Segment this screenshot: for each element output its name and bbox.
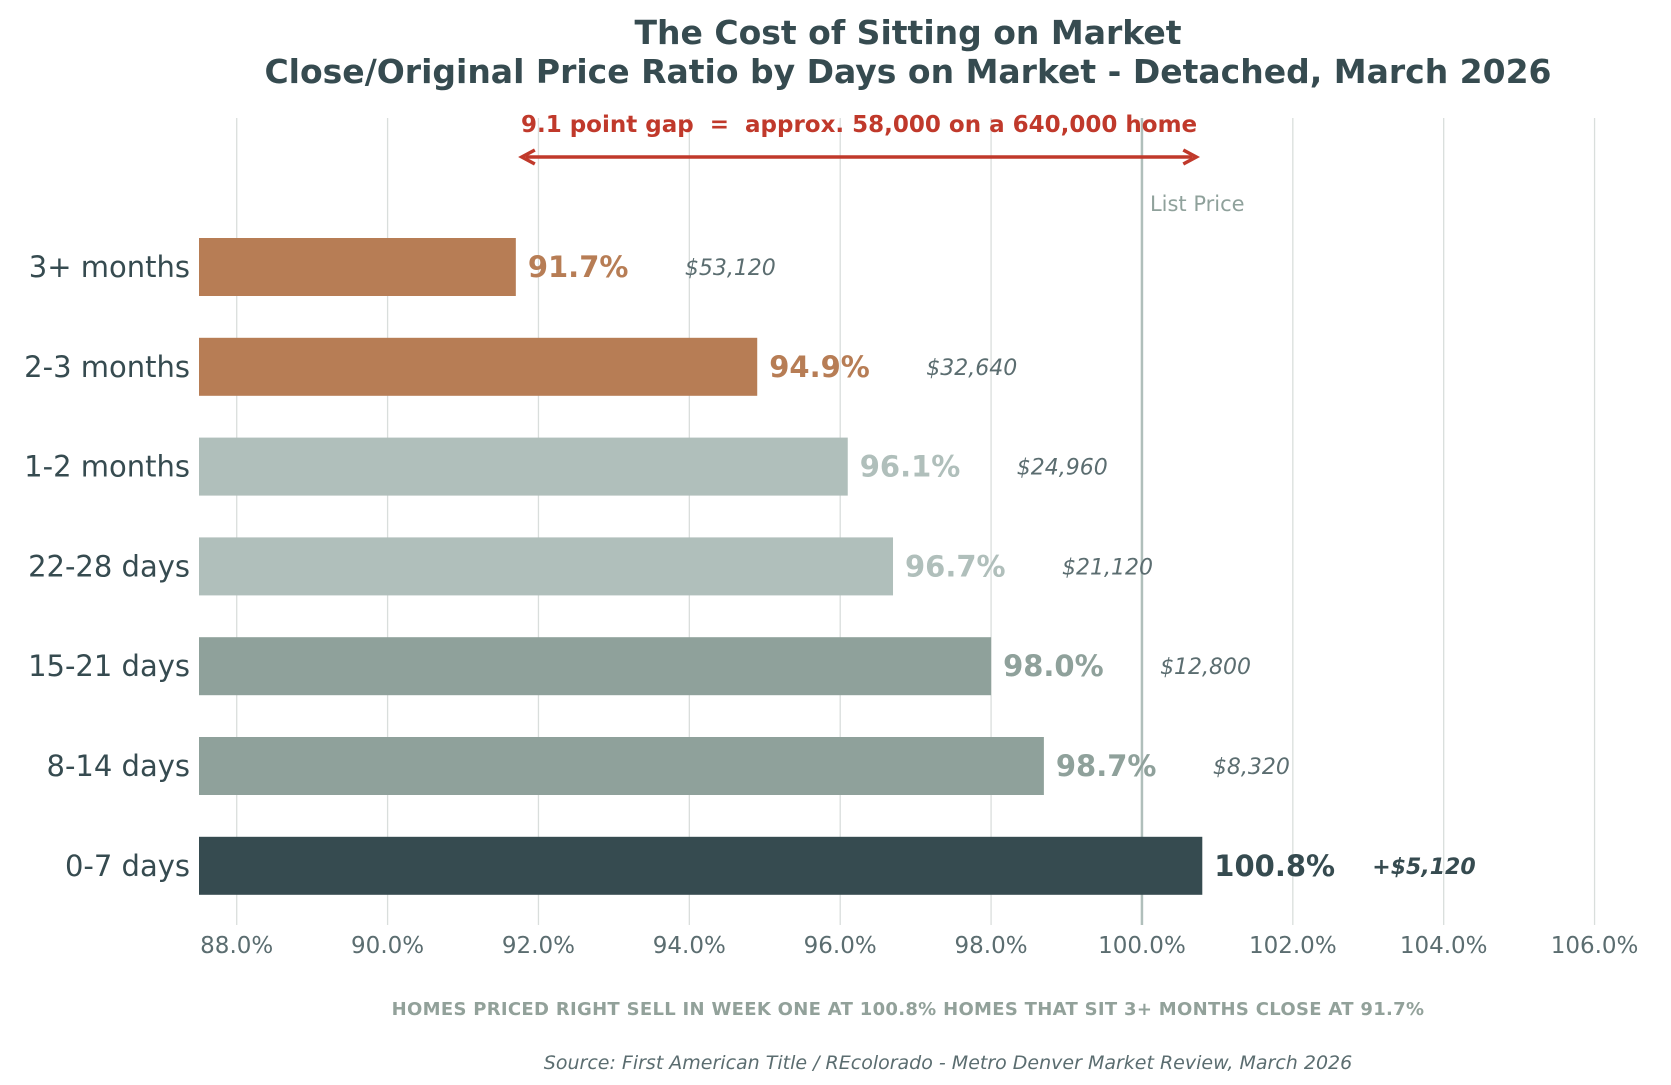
bar xyxy=(199,537,894,596)
category-label: 2-3 months xyxy=(24,350,190,384)
category-label: 3+ months xyxy=(29,250,190,284)
annotation-text: 9.1 point gap = approx. 58,000 on a 640,… xyxy=(521,112,1197,138)
value-label: 100.8% xyxy=(1214,849,1335,883)
reference-line-group: List Price xyxy=(1140,118,1245,925)
dollar-label: $32,640 xyxy=(926,356,1017,381)
bar xyxy=(199,437,848,496)
x-tick-label: 98.0% xyxy=(955,933,1028,959)
annotation-arrow-left-head xyxy=(518,148,536,166)
value-label: 94.9% xyxy=(769,350,870,384)
annotation-arrow-right-head xyxy=(1182,148,1200,166)
dollar-label: $8,320 xyxy=(1213,755,1290,780)
category-label: 0-7 days xyxy=(65,849,190,883)
x-tick-label: 106.0% xyxy=(1551,933,1639,959)
x-tick-label: 90.0% xyxy=(351,933,424,959)
value-label: 98.7% xyxy=(1056,749,1157,783)
bar xyxy=(199,836,1203,895)
category-label: 22-28 days xyxy=(28,549,190,583)
x-tick-label: 102.0% xyxy=(1249,933,1337,959)
value-label: 98.0% xyxy=(1003,649,1104,683)
dollar-label: $21,120 xyxy=(1062,555,1153,580)
footer-note: HOMES PRICED RIGHT SELL IN WEEK ONE AT 1… xyxy=(392,999,1425,1020)
x-tick-label: 92.0% xyxy=(502,933,575,959)
x-tick-label: 94.0% xyxy=(653,933,726,959)
bar xyxy=(199,238,516,296)
category-label: 15-21 days xyxy=(28,649,190,683)
dollar-label: +$5,120 xyxy=(1372,855,1475,880)
bar xyxy=(199,737,1044,795)
x-tick-label: 100.0% xyxy=(1098,933,1186,959)
bar xyxy=(199,337,758,396)
chart-subtitle: Close/Original Price Ratio by Days on Ma… xyxy=(264,52,1551,91)
x-tick-label: 88.0% xyxy=(200,933,273,959)
value-label: 96.1% xyxy=(860,450,961,484)
value-label: 91.7% xyxy=(528,250,629,284)
bars: 3+ months 91.7% $53,120 2-3 months 94.9% $32,… xyxy=(24,238,1476,895)
dollar-label: $12,800 xyxy=(1160,655,1251,680)
x-axis: 88.0% 90.0% 92.0% 94.0% 96.0% 98.0% 100.0% 102.… xyxy=(200,933,1638,959)
dollar-label: $53,120 xyxy=(685,256,776,281)
reference-line-label: List Price xyxy=(1150,192,1245,216)
source-note: Source: First American Title / REcolorad… xyxy=(544,1052,1352,1074)
chart-title: The Cost of Sitting on Market xyxy=(635,13,1182,52)
gap-annotation: 9.1 point gap = approx. 58,000 on a 640,… xyxy=(518,112,1200,166)
x-tick-label: 96.0% xyxy=(804,933,877,959)
value-label: 96.7% xyxy=(905,549,1006,583)
category-label: 8-14 days xyxy=(47,749,191,783)
category-label: 1-2 months xyxy=(24,450,190,484)
dollar-label: $24,960 xyxy=(1017,456,1108,481)
bar xyxy=(199,637,992,696)
x-tick-label: 104.0% xyxy=(1400,933,1488,959)
